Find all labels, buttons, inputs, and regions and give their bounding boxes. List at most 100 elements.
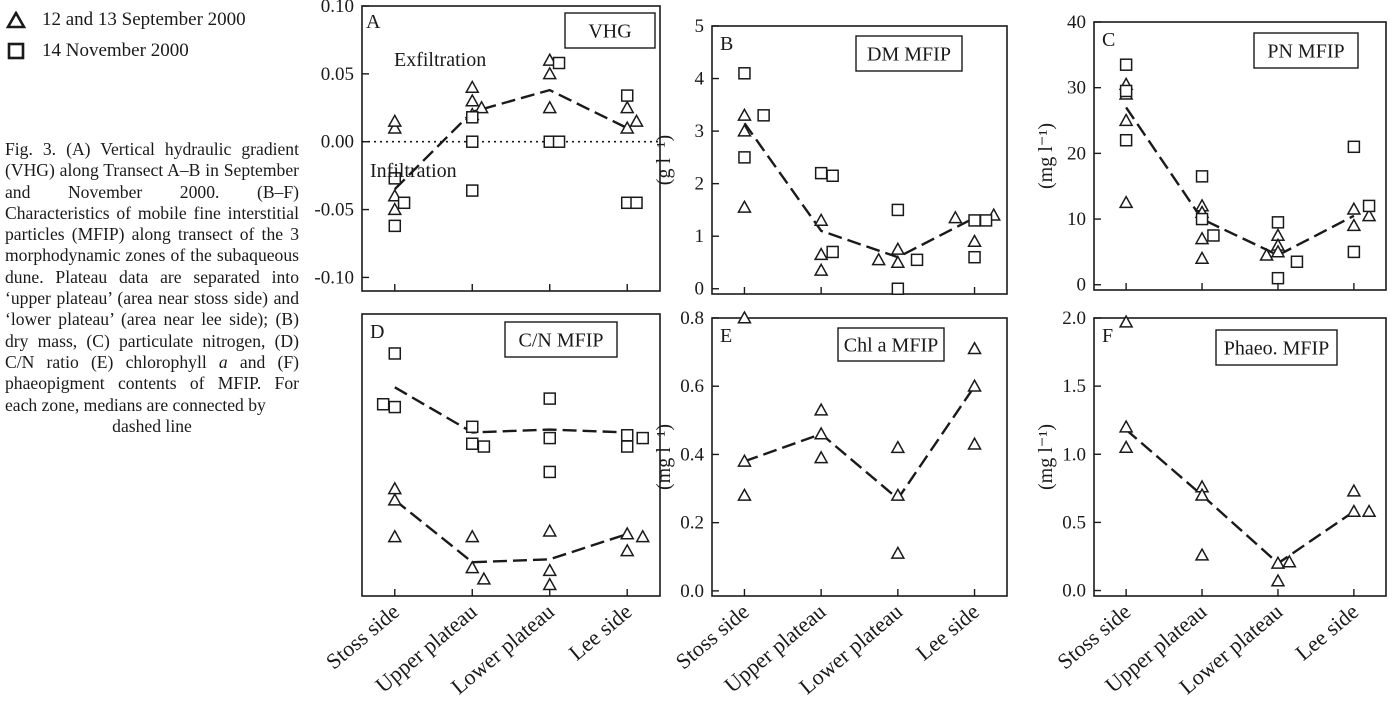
data-point-triangle — [967, 436, 982, 450]
data-point-triangle — [1346, 503, 1362, 518]
panel-b: 0 1 2 3 4 5B DM MFIP (g l⁻¹) — [653, 16, 1008, 300]
data-point-triangle — [1194, 231, 1210, 245]
data-point-triangle — [737, 123, 752, 137]
data-point-triangle — [967, 233, 982, 248]
data-point-triangle — [890, 487, 906, 501]
variable-label: PN MFIP — [1267, 41, 1344, 63]
median-line — [393, 88, 628, 191]
data-point-triangle — [619, 526, 635, 540]
y-tick-label: 0.8 — [680, 308, 704, 329]
data-point-square — [968, 214, 981, 227]
data-point-square — [738, 151, 751, 164]
panel-letter: D — [370, 321, 384, 343]
data-point-square — [814, 166, 828, 180]
legend-item-november: 14 November 2000 — [6, 35, 306, 66]
panel-a: -0.10 -0.05 0.00 0.05 0.10 A VHG Exfiltration In… — [314, 0, 661, 292]
data-point-triangle — [813, 247, 829, 261]
median-line — [1125, 428, 1355, 565]
data-point-triangle — [476, 571, 492, 585]
variable-label: Phaeo. MFIP — [1224, 338, 1330, 360]
data-point-square — [552, 56, 566, 70]
y-tick-label: 0 — [1077, 275, 1087, 296]
data-point-triangle — [1361, 208, 1377, 222]
y-axis-label: (g l⁻¹) — [653, 135, 675, 185]
variable-label: DM MFIP — [867, 44, 951, 66]
data-point-triangle — [871, 252, 886, 266]
data-point-square — [968, 250, 981, 264]
y-tick-label: 3 — [695, 121, 705, 142]
data-point-square — [1271, 216, 1285, 229]
data-point-square — [1119, 133, 1133, 147]
data-point-triangle — [890, 254, 906, 269]
data-point-triangle — [967, 341, 982, 355]
data-point-triangle — [1194, 547, 1210, 561]
data-point-square — [620, 440, 634, 453]
data-point-triangle — [813, 426, 829, 440]
plot-frame — [711, 317, 1008, 597]
data-point-square — [891, 282, 905, 295]
data-point-square — [543, 465, 556, 479]
data-point-triangle — [464, 560, 480, 574]
data-point-triangle — [1118, 419, 1134, 433]
data-point-square — [738, 67, 751, 80]
data-point-square — [826, 245, 839, 259]
data-point-triangle — [1282, 554, 1297, 568]
y-tick-label: 1.0 — [1062, 444, 1086, 465]
y-tick-label: 1 — [695, 226, 705, 247]
data-point-square — [543, 392, 556, 405]
y-axis-label: (mg l⁻¹) — [1035, 123, 1057, 189]
data-point-square — [630, 196, 643, 210]
data-point-square — [388, 219, 402, 233]
data-point-triangle — [619, 543, 635, 557]
data-point-triangle — [813, 262, 829, 276]
data-point-triangle — [542, 563, 558, 577]
y-tick-label: 0.4 — [680, 444, 704, 465]
data-point-triangle — [464, 93, 480, 107]
data-point-triangle — [542, 100, 558, 114]
panel-letter: E — [720, 325, 732, 347]
data-point-square — [826, 169, 839, 183]
variable-label-box — [564, 12, 656, 49]
data-point-square — [466, 420, 479, 434]
data-point-triangle — [1259, 247, 1274, 261]
data-point-triangle — [387, 481, 403, 495]
panel-letter: A — [366, 11, 381, 33]
data-point-square — [636, 431, 649, 445]
data-point-triangle — [1118, 314, 1134, 328]
data-point-triangle — [542, 52, 558, 66]
x-category-label: Lee side — [1290, 599, 1363, 666]
data-point-square — [1119, 84, 1133, 98]
y-tick-label: 40 — [1067, 12, 1086, 33]
y-tick-label: 20 — [1067, 143, 1086, 164]
caption-last-line: dashed line — [112, 415, 192, 436]
variable-label-box — [855, 35, 963, 72]
data-point-square — [1347, 140, 1361, 154]
data-point-triangle — [1346, 201, 1362, 215]
y-axis-label: (mg l⁻¹) — [653, 424, 675, 490]
data-point-triangle — [387, 113, 403, 127]
data-point-square — [757, 109, 770, 122]
data-point-triangle — [387, 202, 403, 216]
data-point-triangle — [387, 492, 403, 506]
legend-label-november: 14 November 2000 — [42, 39, 189, 61]
data-point-square — [1362, 199, 1376, 213]
caption-continued-text: and (F) phaeopigment contents of MFIP. F… — [5, 351, 300, 415]
variable-label: C/N MFIP — [518, 330, 603, 352]
figure-caption: Fig. 3. (A) Vertical hydraulic gradient … — [5, 139, 299, 437]
data-point-triangle — [464, 529, 480, 543]
variable-label-box — [1253, 32, 1359, 69]
y-tick-label: 0.6 — [680, 376, 704, 397]
caption-italic-symbol: a — [218, 351, 228, 372]
data-point-square — [376, 397, 390, 411]
data-point-triangle — [542, 577, 558, 591]
y-tick-label: 0.0 — [680, 581, 704, 602]
data-point-square — [388, 172, 402, 185]
data-point-triangle — [890, 241, 906, 255]
variable-label-box — [837, 327, 945, 362]
y-tick-label: 10 — [1067, 209, 1086, 230]
data-point-triangle — [737, 487, 752, 501]
data-point-square — [466, 437, 479, 450]
y-tick-label: 0 — [695, 279, 705, 300]
